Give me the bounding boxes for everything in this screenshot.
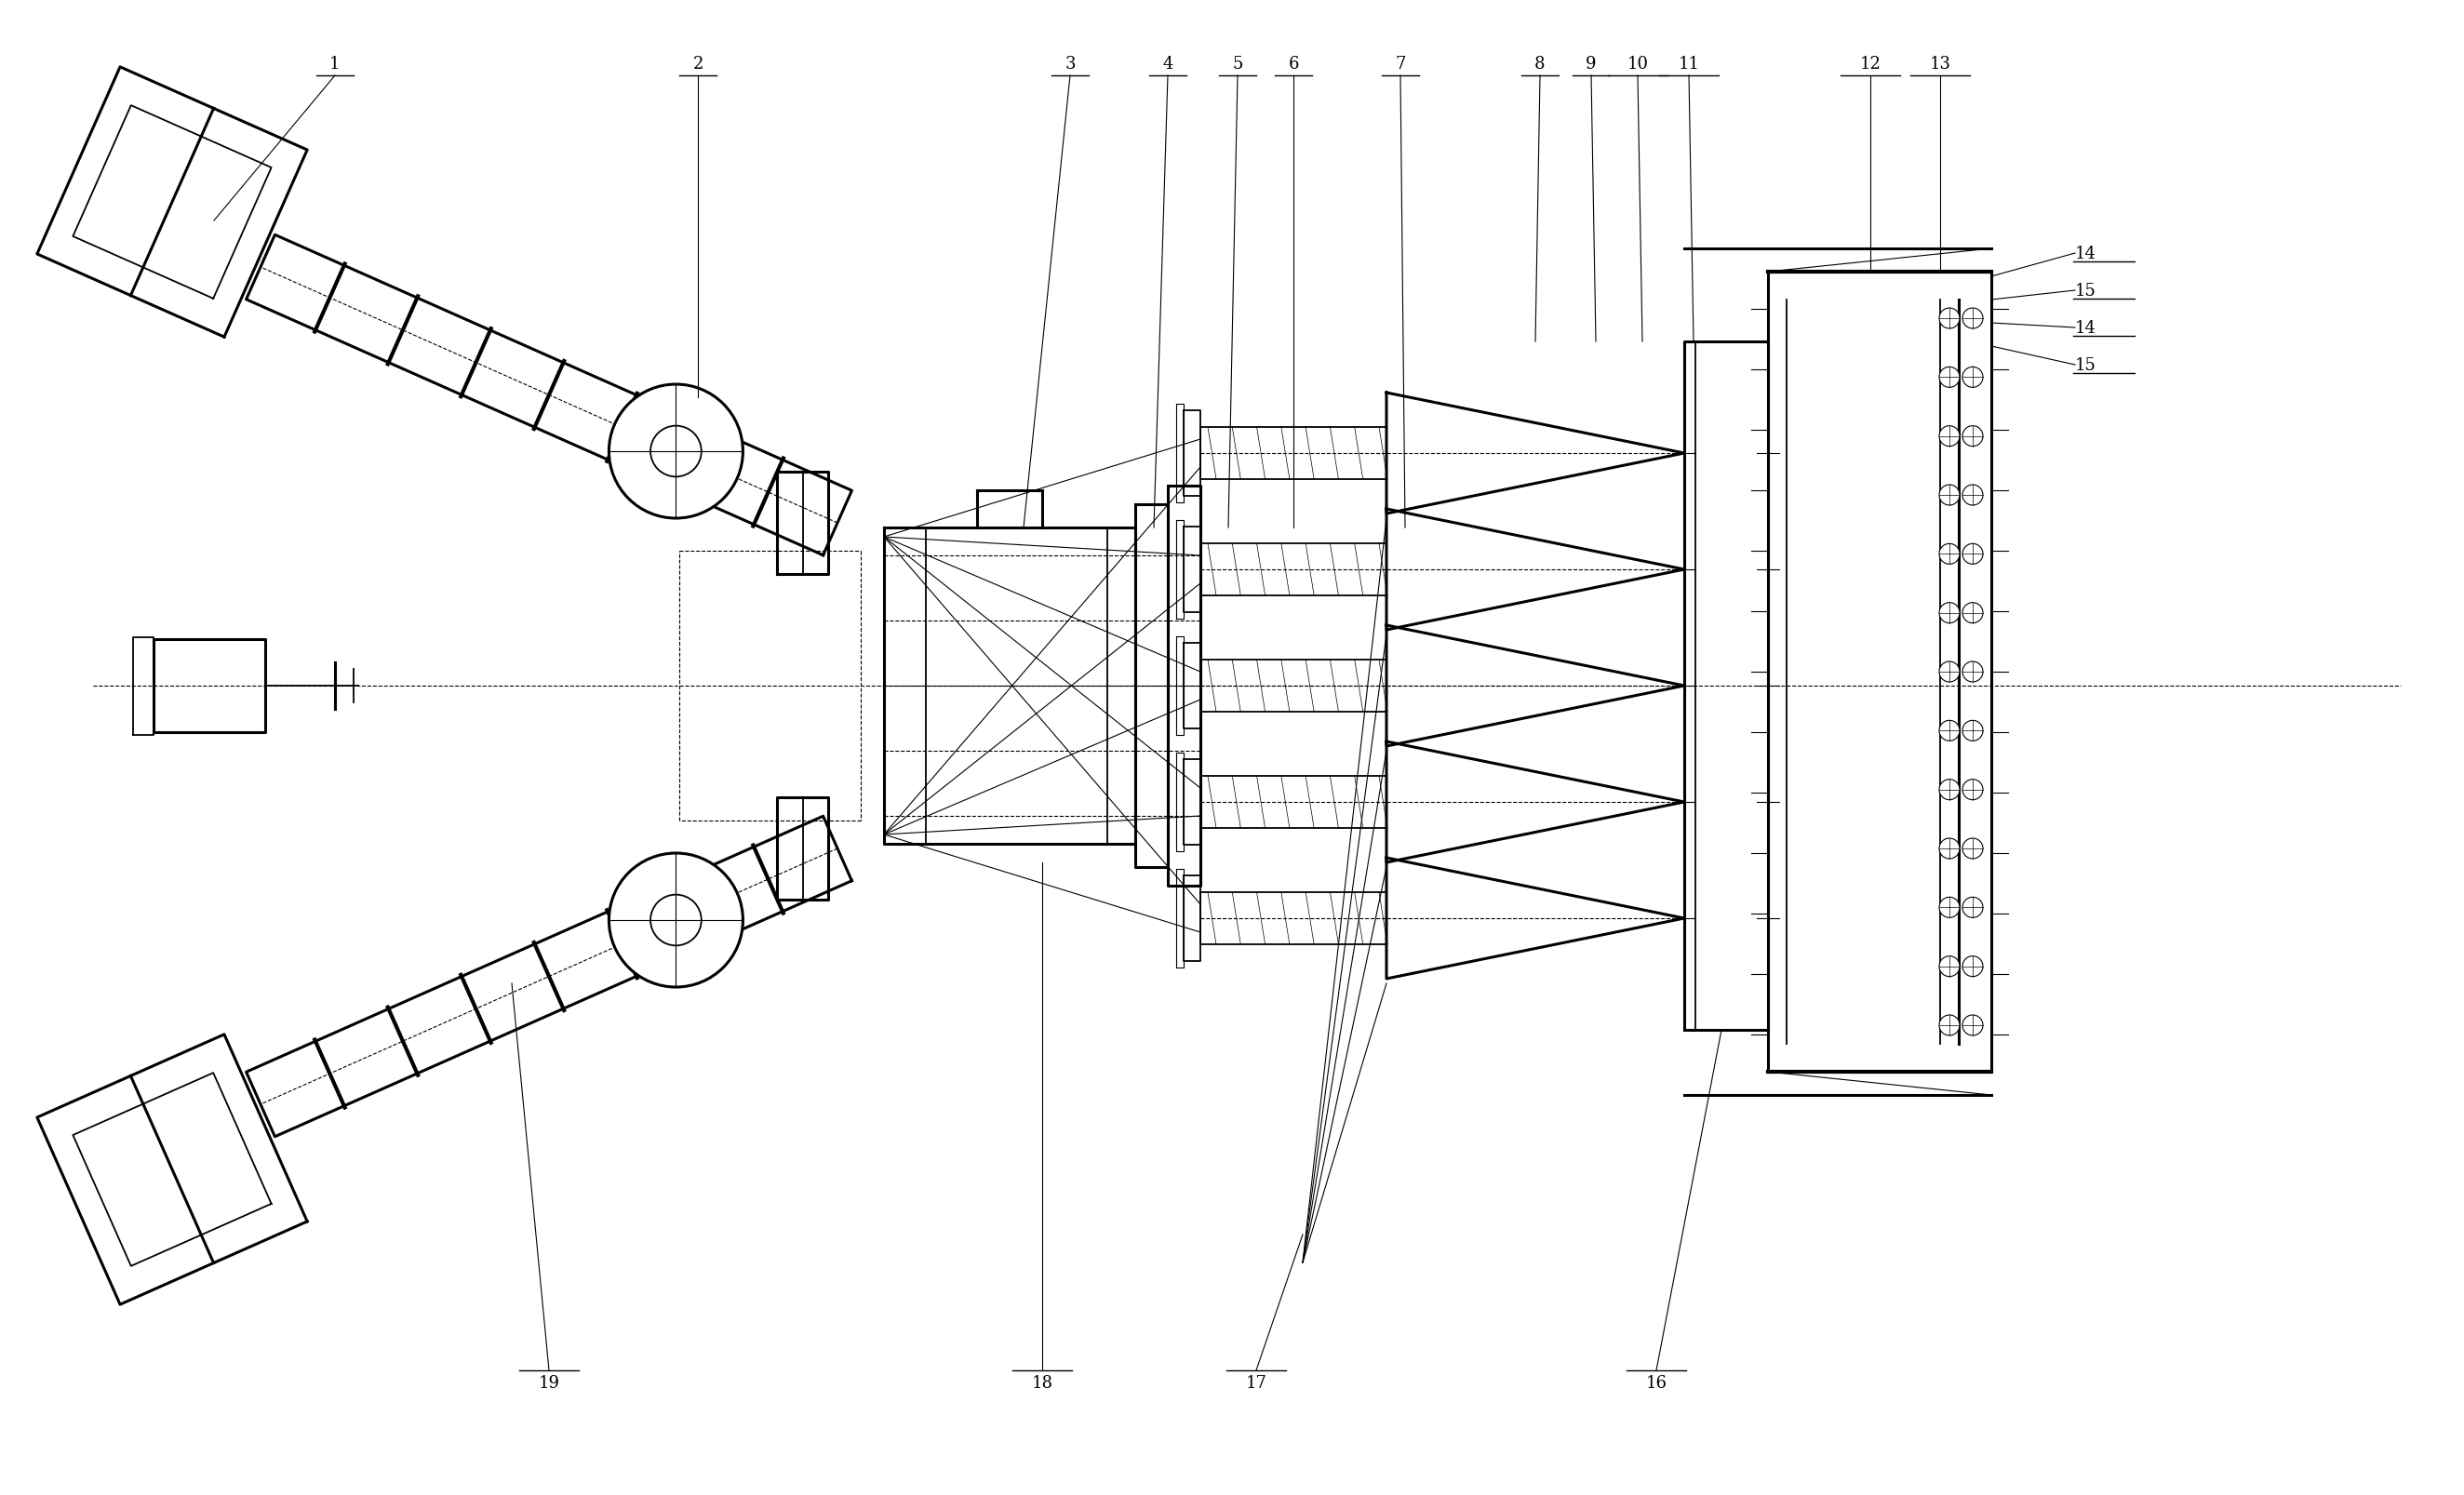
Text: 12: 12: [1860, 55, 1880, 73]
Circle shape: [1939, 486, 1959, 505]
Text: 4: 4: [1163, 55, 1173, 73]
Circle shape: [1939, 602, 1959, 623]
Circle shape: [1961, 544, 1984, 565]
Circle shape: [1939, 897, 1959, 918]
Circle shape: [1939, 662, 1959, 682]
Circle shape: [1961, 780, 1984, 800]
Text: 11: 11: [1678, 55, 1700, 73]
Circle shape: [1961, 957, 1984, 976]
Text: 8: 8: [1535, 55, 1545, 73]
Circle shape: [1939, 544, 1959, 565]
Circle shape: [1939, 368, 1959, 389]
Text: 14: 14: [2075, 320, 2097, 336]
Circle shape: [1961, 486, 1984, 505]
Text: 18: 18: [1032, 1374, 1052, 1390]
Circle shape: [1961, 308, 1984, 329]
Circle shape: [1961, 426, 1984, 447]
Circle shape: [1939, 957, 1959, 976]
Circle shape: [1961, 839, 1984, 860]
Circle shape: [1961, 897, 1984, 918]
Circle shape: [1961, 602, 1984, 623]
Circle shape: [1939, 1015, 1959, 1036]
Text: 9: 9: [1587, 55, 1597, 73]
Circle shape: [1961, 662, 1984, 682]
Circle shape: [1961, 1015, 1984, 1036]
Text: 1: 1: [330, 55, 340, 73]
Text: 5: 5: [1232, 55, 1242, 73]
Circle shape: [609, 384, 744, 519]
Circle shape: [609, 854, 744, 987]
Text: 16: 16: [1646, 1374, 1668, 1390]
Text: 3: 3: [1064, 55, 1074, 73]
Circle shape: [1939, 426, 1959, 447]
Circle shape: [1939, 780, 1959, 800]
Text: 10: 10: [1626, 55, 1648, 73]
Text: 17: 17: [1244, 1374, 1266, 1390]
Text: 14: 14: [2075, 245, 2097, 262]
Circle shape: [1939, 721, 1959, 742]
Circle shape: [1961, 721, 1984, 742]
Text: 15: 15: [2075, 283, 2097, 299]
Circle shape: [1961, 368, 1984, 389]
Text: 2: 2: [692, 55, 702, 73]
Circle shape: [1939, 308, 1959, 329]
Text: 13: 13: [1929, 55, 1951, 73]
Text: 6: 6: [1289, 55, 1299, 73]
Circle shape: [1939, 839, 1959, 860]
Text: 15: 15: [2075, 357, 2097, 374]
Text: 7: 7: [1395, 55, 1407, 73]
Text: 19: 19: [537, 1374, 559, 1390]
